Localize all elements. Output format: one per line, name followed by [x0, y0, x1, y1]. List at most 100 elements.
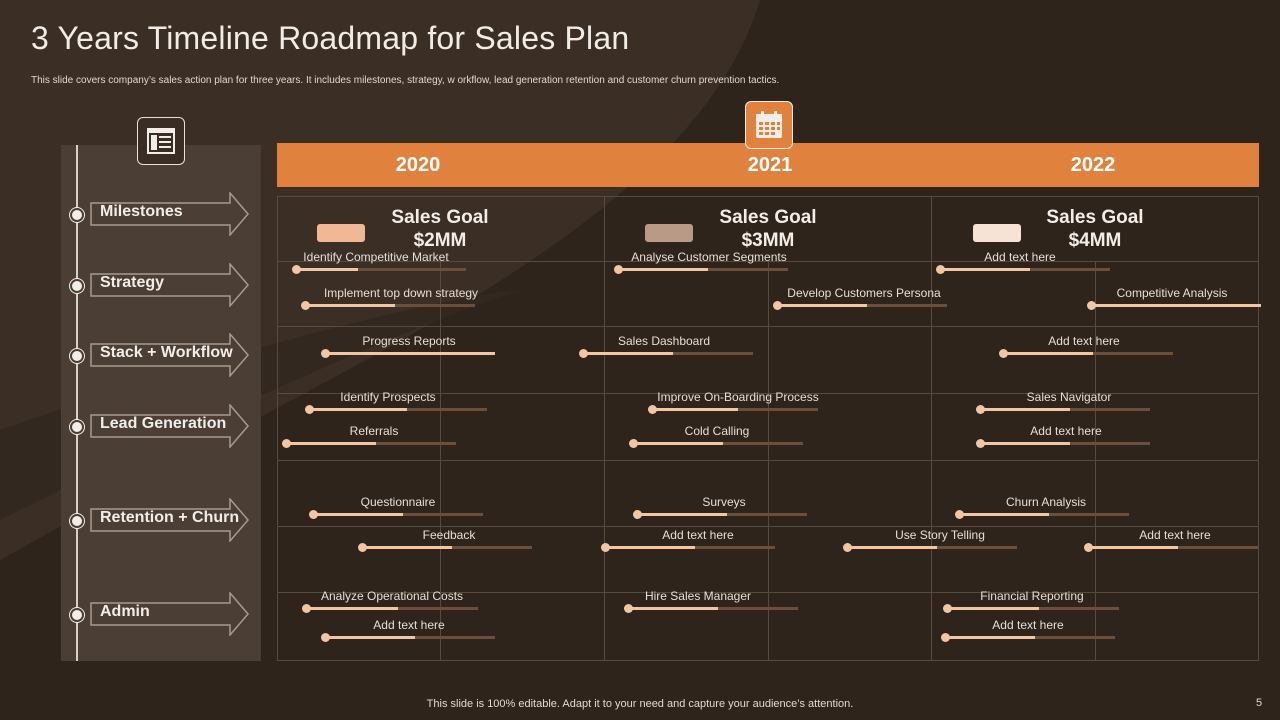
task-progress: [652, 408, 738, 411]
task-start-dot: [614, 265, 623, 274]
goal-swatch: [645, 224, 693, 242]
task-progress: [633, 442, 723, 445]
task-progress: [980, 408, 1070, 411]
footer-note: This slide is 100% editable. Adapt it to…: [426, 698, 854, 710]
sales-goal-2022: Sales Goal $4MM: [1015, 206, 1175, 252]
task-start-dot: [579, 349, 588, 358]
task-progress: [362, 546, 452, 549]
row-label-text: Admin: [100, 603, 150, 620]
task-label: Churn Analysis: [1005, 495, 1087, 509]
task-start-dot: [936, 265, 945, 274]
task-start-dot: [629, 439, 638, 448]
task-progress: [305, 304, 395, 307]
task-label: Add text here: [992, 618, 1064, 632]
goal-swatch: [317, 224, 365, 242]
task-start-dot: [1084, 543, 1093, 552]
year-label: 2022: [1070, 154, 1116, 176]
task-progress: [947, 607, 1039, 610]
slide-title: 3 Years Timeline Roadmap for Sales Plan: [31, 20, 630, 56]
goal-title: Sales Goal: [719, 207, 817, 228]
task-label: Add text here: [1030, 424, 1102, 438]
sales-goal-2021: Sales Goal $3MM: [688, 206, 848, 252]
row-label-stack-workflow: Stack + Workflow: [90, 333, 250, 377]
task-start-dot: [976, 439, 985, 448]
goal-amount: $2MM: [413, 230, 467, 251]
row-label-strategy: Strategy: [90, 263, 250, 307]
year-label: 2020: [395, 154, 441, 176]
grid-line: [931, 196, 932, 661]
row-label-text: Strategy: [100, 274, 165, 291]
task-label: Add text here: [1048, 334, 1120, 348]
task-progress: [313, 513, 403, 516]
task-track: [296, 268, 466, 271]
task-label: Analyze Operational Costs: [320, 589, 464, 603]
task-progress: [583, 352, 673, 355]
slide-subtitle: This slide covers company’s sales action…: [31, 75, 780, 86]
table-icon: [137, 117, 185, 165]
task-start-dot: [302, 604, 311, 613]
task-progress: [325, 636, 415, 639]
task-start-dot: [943, 604, 952, 613]
timeline-axis: [76, 145, 78, 661]
row-label-admin: Admin: [90, 592, 250, 636]
milestone-dot: [70, 279, 84, 293]
row-label-text: Stack + Workflow: [100, 344, 233, 361]
task-start-dot: [321, 349, 330, 358]
task-progress: [628, 607, 718, 610]
task-start-dot: [301, 301, 310, 310]
task-label: Add text here: [662, 528, 734, 542]
task-start-dot: [955, 510, 964, 519]
task-start-dot: [282, 439, 291, 448]
task-label: Questionnaire: [360, 495, 436, 509]
task-progress: [940, 268, 1030, 271]
task-start-dot: [941, 633, 950, 642]
task-start-dot: [601, 543, 610, 552]
task-progress: [980, 442, 1070, 445]
task-progress: [296, 268, 358, 271]
task-label: Identify Prospects: [340, 390, 436, 404]
calendar-icon: [745, 101, 793, 149]
task-label: Feedback: [422, 528, 476, 542]
task-progress: [605, 546, 695, 549]
task-start-dot: [843, 543, 852, 552]
task-start-dot: [648, 405, 657, 414]
task-progress: [1003, 352, 1093, 355]
page-number: 5: [1256, 697, 1263, 709]
task-progress: [945, 636, 1035, 639]
task-start-dot: [976, 405, 985, 414]
milestone-dot: [70, 514, 84, 528]
task-label: Add text here: [984, 250, 1056, 264]
year-header-bar: [277, 143, 1259, 187]
task-progress: [618, 268, 708, 271]
task-label: Progress Reports: [362, 334, 456, 348]
task-progress: [847, 546, 937, 549]
task-start-dot: [309, 510, 318, 519]
milestone-dot: [70, 608, 84, 622]
goal-swatch: [973, 224, 1021, 242]
task-label: Referrals: [349, 424, 399, 438]
task-label: Sales Navigator: [1026, 390, 1112, 404]
task-start-dot: [999, 349, 1008, 358]
task-label: Sales Dashboard: [617, 334, 711, 348]
row-label-lead-generation: Lead Generation: [90, 404, 250, 448]
milestone-dot: [70, 349, 84, 363]
grid-line: [768, 261, 769, 661]
row-label-milestones: Milestones: [90, 192, 250, 236]
row-label-text: Lead Generation: [100, 415, 227, 432]
grid-line: [604, 196, 605, 661]
goal-title: Sales Goal: [1046, 207, 1144, 228]
goal-title: Sales Goal: [391, 207, 489, 228]
task-start-dot: [1087, 301, 1096, 310]
task-start-dot: [305, 405, 314, 414]
task-label: Use Story Telling: [895, 528, 985, 542]
task-progress: [306, 607, 398, 610]
goal-amount: $3MM: [741, 230, 795, 251]
task-start-dot: [624, 604, 633, 613]
task-progress: [325, 352, 495, 355]
task-label: Surveys: [702, 495, 746, 509]
task-progress: [309, 408, 407, 411]
task-progress: [1091, 304, 1261, 307]
task-label: Competitive Analysis: [1116, 286, 1228, 300]
task-progress: [959, 513, 1049, 516]
task-label: Financial Reporting: [980, 589, 1084, 603]
